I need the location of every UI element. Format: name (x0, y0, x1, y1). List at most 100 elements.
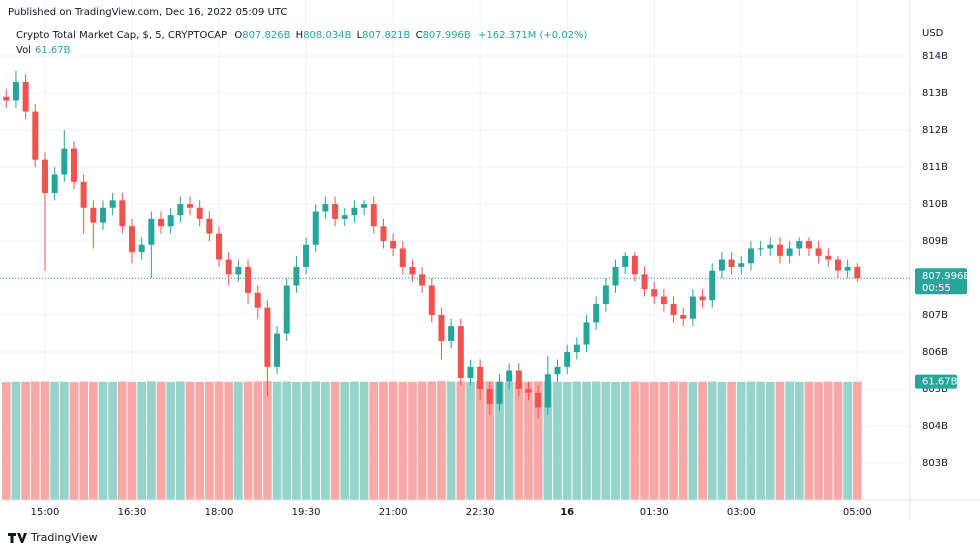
candle-body (61, 148, 68, 175)
volume-bar (417, 381, 427, 500)
candle-body (109, 200, 116, 208)
volume-bar (272, 381, 282, 500)
volume-bar (746, 381, 756, 500)
candle-body (573, 344, 580, 353)
candle-body (12, 81, 19, 101)
candle-body (651, 289, 658, 297)
candle-body (312, 211, 319, 245)
candle-body (235, 266, 242, 275)
candle-body (747, 248, 754, 264)
candle-body (767, 244, 774, 249)
ohlc-key: H (296, 30, 304, 41)
volume-bar (30, 381, 40, 500)
volume-bar (649, 381, 659, 500)
volume-bar (543, 381, 553, 500)
candle-body (689, 296, 696, 319)
candle-body (457, 326, 464, 378)
candle-body (786, 248, 793, 256)
volume-bar (446, 381, 456, 500)
candle-body (757, 248, 764, 250)
volume-bar (823, 381, 833, 500)
candle-body (283, 285, 290, 334)
volume-bar (466, 381, 475, 500)
candle-body (535, 392, 542, 408)
volume-bar (79, 381, 88, 500)
vol-key: Vol (16, 45, 31, 56)
volume-bar (814, 381, 823, 500)
candle-body (448, 326, 455, 341)
volume-bar (340, 381, 350, 500)
volume-bar (311, 381, 321, 500)
volume-bar (21, 381, 30, 500)
volume-bar (485, 381, 495, 500)
candle-body (254, 292, 261, 308)
volume-bar (756, 381, 765, 500)
volume-bar (263, 381, 272, 500)
volume-badge (915, 374, 957, 389)
volume-bar (88, 381, 98, 500)
volume-bar (195, 381, 205, 500)
volume-bar (98, 381, 108, 500)
volume-bar (475, 381, 485, 500)
volume-bar (350, 381, 359, 500)
y-tick-label: 810B (922, 199, 948, 210)
candle-body (167, 215, 174, 227)
candle-body (854, 266, 861, 279)
candle-body (428, 285, 435, 316)
volume-bar (224, 381, 234, 500)
y-tick-label: 807B (922, 310, 948, 321)
y-tick-label: 804B (922, 421, 948, 432)
volume-bar (185, 381, 195, 500)
candle-body (738, 263, 745, 267)
y-tick-label: 809B (922, 236, 948, 247)
vol-value: 61.67B (35, 45, 71, 56)
candle-body (216, 233, 223, 260)
x-tick-label: 18:00 (205, 507, 234, 518)
volume-bar (852, 381, 862, 500)
ohlc-value: 807.821B (362, 30, 410, 41)
volume-bar (321, 381, 330, 500)
volume-bar (630, 381, 640, 500)
y-tick-label: 813B (922, 88, 948, 99)
candle-body (361, 204, 368, 208)
candle-body (264, 307, 271, 367)
candle-body (158, 218, 165, 227)
candle-body (612, 266, 619, 286)
candle-body (709, 270, 716, 301)
x-tick-label: 21:00 (379, 507, 408, 518)
volume-bar (427, 381, 437, 500)
candle-body (486, 389, 493, 404)
candle-body (438, 315, 445, 341)
ohlc-value: 808.034B (303, 30, 351, 41)
volume-bar (659, 381, 669, 500)
volume-bar (166, 381, 176, 500)
candle-body (177, 204, 184, 216)
volume-bar (736, 381, 746, 500)
candle-body (728, 259, 735, 267)
candle-body (3, 96, 10, 101)
change: +162.371M (+0.02%) (478, 30, 588, 41)
y-tick-label: 806B (922, 347, 948, 358)
volume-bar (156, 381, 166, 500)
currency: USD (922, 28, 944, 39)
volume-bar (408, 381, 417, 500)
candle-body (515, 370, 522, 390)
candle-body (409, 266, 416, 275)
volume-bar (50, 381, 59, 500)
candle-body (148, 218, 155, 245)
candle-body (544, 374, 551, 408)
x-tick-label: 19:30 (292, 507, 321, 518)
candle-body (22, 81, 29, 112)
volume-bar (214, 381, 224, 500)
y-tick-label: 811B (922, 162, 948, 173)
candle-body (41, 159, 48, 193)
volume-bar (379, 381, 388, 500)
candle-body (525, 389, 532, 393)
volume-bar (611, 381, 620, 500)
volume-bar (147, 381, 156, 500)
candle-body (805, 241, 812, 249)
candle-body (477, 366, 484, 390)
candle-body (844, 266, 851, 271)
candle-body (206, 218, 213, 234)
